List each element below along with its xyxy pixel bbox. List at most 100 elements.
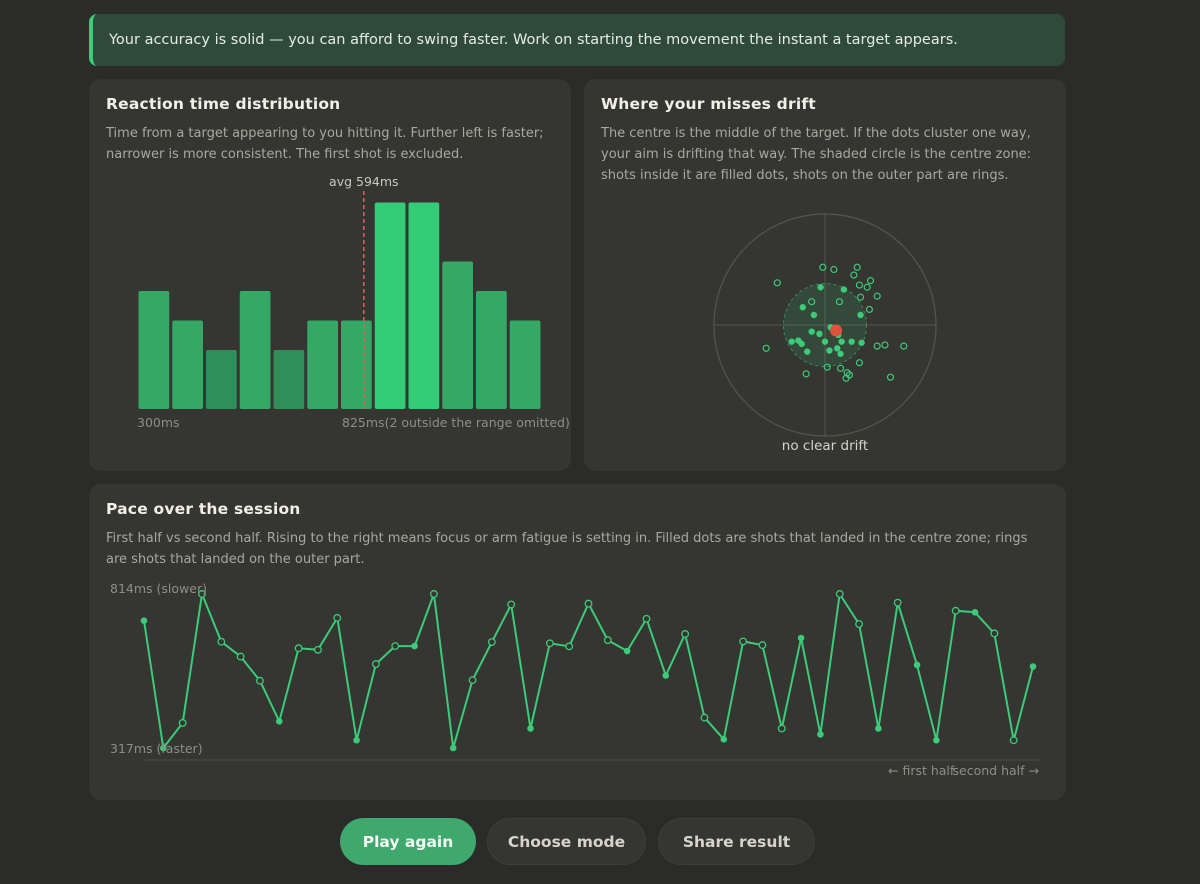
- shot-dot-centre-zone: [816, 330, 823, 338]
- pace-point-outer: [565, 642, 574, 651]
- shot-dot-centre-zone: [826, 347, 833, 354]
- pace-point-outer: [893, 598, 902, 607]
- histogram-bar: [138, 291, 170, 409]
- shot-dot-centre-zone: [848, 338, 855, 345]
- pace-point-outer: [855, 620, 864, 629]
- pace-point-outer: [256, 676, 264, 685]
- shot-ring-outer: [819, 263, 827, 271]
- shot-ring-outer: [866, 277, 875, 285]
- shot-dot-centre-zone: [838, 338, 845, 345]
- pace-title: Pace over the session: [106, 500, 301, 518]
- histogram-bar: [476, 291, 507, 409]
- pace-point-outer: [371, 660, 380, 668]
- pace-point-outer: [178, 718, 187, 727]
- pace-point-outer: [739, 637, 748, 646]
- drift-verdict-label: no clear drift: [782, 438, 868, 454]
- shot-dot-centre-zone: [808, 328, 815, 335]
- pace-point-outer: [217, 637, 226, 646]
- shot-ring-outer: [842, 374, 850, 382]
- shot-ring-outer: [830, 265, 838, 274]
- shot-dot-centre-zone: [837, 350, 844, 358]
- shot-ring-outer: [853, 263, 861, 271]
- drift-description: The centre is the middle of the target. …: [601, 126, 1032, 183]
- pace-point-outer: [333, 613, 342, 622]
- histogram-bar: [442, 261, 473, 409]
- pace-point-centre-zone: [875, 725, 882, 732]
- shot-dot-centre-zone: [804, 348, 811, 355]
- feedback-text: Your accuracy is solid — you can afford …: [109, 32, 958, 48]
- reaction-time-histogram: avg 594ms 300ms 825ms(2 outside the range …: [137, 174, 570, 430]
- pace-point-centre-zone: [817, 731, 824, 738]
- pace-point-centre-zone: [623, 647, 631, 655]
- reaction-time-title: Reaction time distribution: [106, 95, 341, 113]
- histogram-bar: [239, 291, 271, 409]
- shot-ring-outer: [762, 344, 770, 352]
- shot-ring-outer: [836, 364, 845, 372]
- histogram-bar: [307, 320, 338, 409]
- pace-point-centre-zone: [140, 617, 148, 624]
- pace-point-centre-zone: [275, 718, 283, 725]
- pace-point-centre-zone: [160, 744, 167, 752]
- pace-point-outer: [236, 652, 245, 661]
- pace-point-outer: [700, 713, 709, 722]
- shot-ring-outer: [873, 342, 881, 350]
- pace-point-outer: [990, 629, 999, 638]
- shot-ring-outer: [855, 359, 864, 367]
- pace-line-chart: 814ms (slower) 317ms (faster) ← first half…: [110, 581, 1041, 778]
- shot-ring-outer: [850, 271, 858, 279]
- centre-zone: [782, 282, 868, 368]
- share-result-button[interactable]: Share result: [658, 818, 815, 865]
- pace-series-line: [143, 593, 1034, 749]
- shot-dot-centre-zone: [799, 304, 806, 311]
- shot-ring-outer: [873, 292, 881, 300]
- drift-card: Where your misses drift The centre is th…: [584, 79, 1066, 471]
- pace-point-outer: [313, 645, 322, 654]
- pace-point-centre-zone: [411, 642, 418, 650]
- shot-dot-centre-zone: [840, 286, 848, 293]
- average-label: avg 594ms: [329, 174, 399, 189]
- pace-point-centre-zone: [971, 608, 979, 616]
- choose-mode-button[interactable]: Choose mode: [487, 818, 646, 865]
- pace-card: Pace over the session First half vs seco…: [89, 484, 1066, 800]
- pace-point-outer: [294, 644, 303, 653]
- shot-ring-outer: [886, 373, 895, 381]
- histogram-bar: [408, 202, 440, 409]
- shot-ring-outer: [863, 283, 871, 291]
- pace-point-outer: [429, 590, 438, 598]
- histogram-bar: [374, 202, 406, 409]
- play-again-button[interactable]: Play again: [340, 818, 476, 865]
- histogram-bar: [206, 350, 237, 409]
- pace-point-outer: [507, 600, 516, 609]
- shot-dot-centre-zone: [834, 345, 841, 352]
- pace-point-outer: [468, 676, 477, 685]
- shot-ring-outer: [900, 342, 908, 350]
- reaction-time-description: Time from a target appearing to you hitt…: [106, 126, 544, 162]
- pace-point-outer: [198, 590, 206, 598]
- histogram-min-label: 300ms: [137, 415, 180, 430]
- pace-point-outer: [603, 636, 612, 645]
- reaction-time-card: Reaction time distribution Time from a t…: [89, 79, 571, 471]
- pace-point-centre-zone: [933, 736, 940, 744]
- shot-dot-centre-zone: [810, 311, 818, 319]
- shot-dot-centre-zone: [858, 339, 865, 346]
- shot-dot-centre-zone: [798, 340, 805, 348]
- pace-point-centre-zone: [353, 736, 360, 744]
- pace-point-outer: [951, 606, 960, 615]
- pace-point-outer: [391, 642, 400, 651]
- drift-title: Where your misses drift: [601, 95, 816, 113]
- pace-point-outer: [835, 590, 844, 598]
- histogram-bar: [172, 320, 203, 409]
- pace-x-right-label: second half →: [953, 763, 1039, 778]
- pace-point-outer: [545, 639, 554, 648]
- shot-ring-outer: [865, 305, 873, 314]
- pace-point-centre-zone: [449, 744, 457, 752]
- pace-description: First half vs second half. Rising to the…: [106, 531, 1028, 567]
- shot-ring-outer: [802, 370, 810, 378]
- shot-dot-centre-zone: [821, 338, 829, 345]
- pace-point-centre-zone: [797, 634, 805, 642]
- pace-point-centre-zone: [720, 736, 728, 743]
- shot-ring-outer: [856, 293, 865, 301]
- histogram-bar: [341, 320, 372, 409]
- shot-ring-outer: [808, 298, 816, 306]
- feedback-banner: Your accuracy is solid — you can afford …: [89, 14, 1065, 66]
